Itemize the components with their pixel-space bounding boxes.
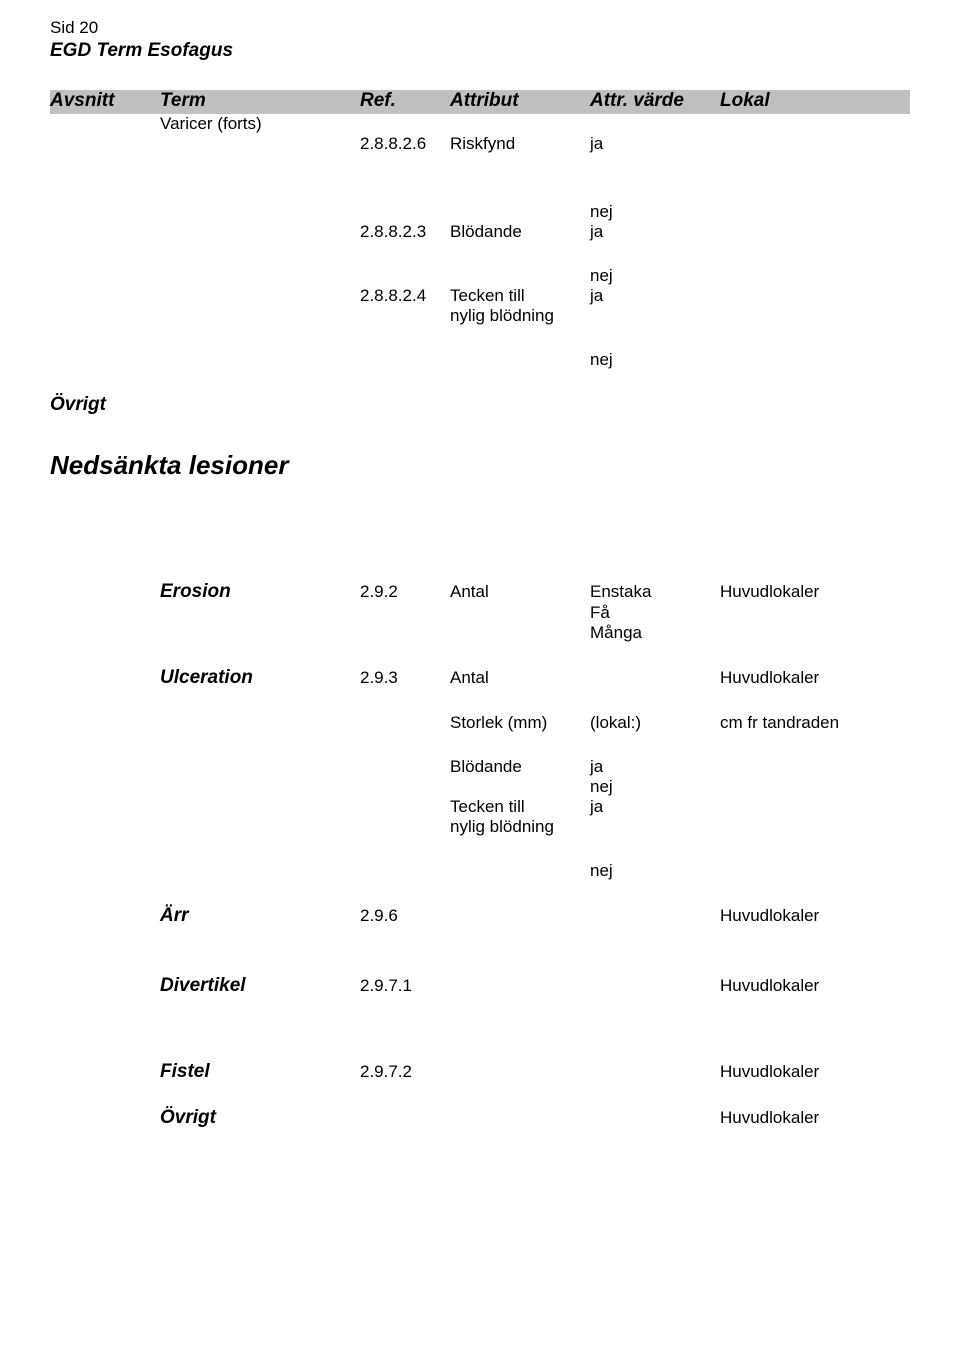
col-ref: Ref.	[360, 90, 450, 112]
table-row: Varicer (forts)	[50, 114, 910, 134]
ref: 2.9.3	[360, 668, 450, 688]
lokal: Huvudlokaler	[720, 1108, 910, 1128]
term-arr: Ärr	[160, 905, 360, 927]
ref: 2.8.8.2.3	[360, 222, 450, 242]
ref: 2.9.7.1	[360, 976, 450, 996]
attr: Tecken till	[450, 286, 590, 306]
table-header: Avsnitt Term Ref. Attribut Attr. värde L…	[50, 90, 910, 114]
attr-value: Många	[590, 623, 720, 643]
table-row: Tecken till ja	[50, 797, 910, 817]
table-row: Övrigt	[50, 394, 910, 416]
lokal: Huvudlokaler	[720, 668, 910, 688]
col-avsnitt: Avsnitt	[50, 90, 160, 112]
lokal: Huvudlokaler	[720, 906, 910, 926]
attr-value: Enstaka	[590, 582, 720, 602]
col-attr-varde: Attr. värde	[590, 90, 720, 112]
attr: Antal	[450, 668, 590, 688]
attr-value: ja	[590, 222, 720, 242]
table-row: nej	[50, 202, 910, 222]
term-ulceration: Ulceration	[160, 667, 360, 689]
attr-value: Få	[590, 603, 720, 623]
table-row: Övrigt Huvudlokaler	[50, 1107, 910, 1129]
avsnitt-ovrigt: Övrigt	[50, 394, 160, 416]
lokal: cm fr tandraden	[720, 713, 910, 733]
section-nedsankta-lesioner: Nedsänkta lesioner	[50, 450, 910, 481]
attr-value: (lokal:)	[590, 713, 720, 733]
ref: 2.8.8.2.4	[360, 286, 450, 306]
term-varicer: Varicer (forts)	[160, 114, 360, 134]
table-row: nej	[50, 861, 910, 881]
table-row: Ärr 2.9.6 Huvudlokaler	[50, 905, 910, 927]
col-term: Term	[160, 90, 360, 112]
attr: Storlek (mm)	[450, 713, 590, 733]
table-row: Fistel 2.9.7.2 Huvudlokaler	[50, 1061, 910, 1083]
doc-title: EGD Term Esofagus	[50, 40, 910, 62]
attr-value: nej	[590, 861, 720, 881]
attr: nylig blödning	[450, 817, 590, 837]
table-row: Divertikel 2.9.7.1 Huvudlokaler	[50, 975, 910, 997]
attr-value: ja	[590, 286, 720, 306]
term-erosion: Erosion	[160, 581, 360, 603]
attr-value: nej	[590, 777, 720, 797]
page: Sid 20 EGD Term Esofagus Avsnitt Term Re…	[0, 0, 960, 1169]
table-row: nylig blödning	[50, 817, 910, 837]
attr: nylig blödning	[450, 306, 590, 326]
col-lokal: Lokal	[720, 90, 910, 112]
col-attribut: Attribut	[450, 90, 590, 112]
table-row: Blödande ja	[50, 757, 910, 777]
attr-value: ja	[590, 797, 720, 817]
lokal: Huvudlokaler	[720, 1062, 910, 1082]
page-number: Sid 20	[50, 18, 910, 38]
ref: 2.9.6	[360, 906, 450, 926]
attr: Antal	[450, 582, 590, 602]
attr: Blödande	[450, 757, 590, 777]
ref: 2.9.7.2	[360, 1062, 450, 1082]
table-row: 2.8.8.2.6 Riskfynd ja	[50, 134, 910, 154]
lokal: Huvudlokaler	[720, 976, 910, 996]
attr-value: ja	[590, 134, 720, 154]
attr-value: ja	[590, 757, 720, 777]
attr: Riskfynd	[450, 134, 590, 154]
table-row: nej	[50, 777, 910, 797]
table-row: Storlek (mm) (lokal:) cm fr tandraden	[50, 713, 910, 733]
attr-value: nej	[590, 202, 720, 222]
attr-value: nej	[590, 266, 720, 286]
table-row: nej	[50, 266, 910, 286]
table-row: 2.8.8.2.4 Tecken till ja	[50, 286, 910, 306]
table-row: nej	[50, 350, 910, 370]
term-fistel: Fistel	[160, 1061, 360, 1083]
term-ovrigt: Övrigt	[160, 1107, 360, 1129]
table-row: Många	[50, 623, 910, 643]
ref: 2.9.2	[360, 582, 450, 602]
attr-value: nej	[590, 350, 720, 370]
table-row: nylig blödning	[50, 306, 910, 326]
ref: 2.8.8.2.6	[360, 134, 450, 154]
term-divertikel: Divertikel	[160, 975, 360, 997]
table-row: Erosion 2.9.2 Antal Enstaka Huvudlokaler	[50, 581, 910, 603]
table-row: Ulceration 2.9.3 Antal Huvudlokaler	[50, 667, 910, 689]
attr: Tecken till	[450, 797, 590, 817]
attr: Blödande	[450, 222, 590, 242]
table-row: 2.8.8.2.3 Blödande ja	[50, 222, 910, 242]
lokal: Huvudlokaler	[720, 582, 910, 602]
table-row: Få	[50, 603, 910, 623]
